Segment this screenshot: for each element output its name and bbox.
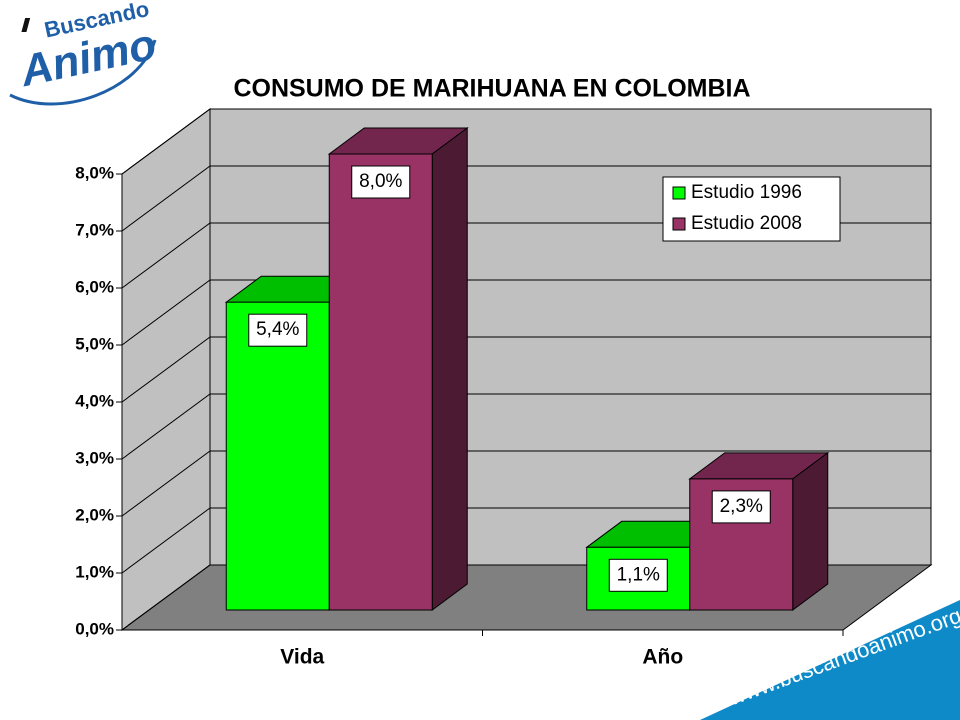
value-label-box bbox=[711, 490, 771, 524]
x-tick-label: Año bbox=[642, 646, 683, 669]
x-tick-label: Vida bbox=[280, 646, 324, 669]
footer-band bbox=[700, 600, 960, 720]
y-tick-label: 4,0% bbox=[75, 391, 114, 410]
logo-mark bbox=[21, 18, 31, 32]
legend-swatch bbox=[672, 217, 686, 231]
logo-swoosh bbox=[9, 39, 157, 106]
grid-line bbox=[121, 393, 931, 460]
grid-line bbox=[121, 336, 931, 403]
y-tick-label: 1,0% bbox=[75, 562, 114, 581]
y-tick-label: 2,0% bbox=[75, 505, 114, 524]
legend-box bbox=[662, 176, 841, 242]
y-tick-label: 5,0% bbox=[75, 334, 114, 353]
value-label-box bbox=[248, 313, 308, 347]
bar-side bbox=[792, 451, 829, 611]
value-label: 2,3% bbox=[720, 496, 763, 517]
grid-line bbox=[121, 165, 931, 232]
value-label: 1,1% bbox=[617, 564, 660, 585]
legend-swatch bbox=[672, 186, 686, 200]
grid-line bbox=[121, 450, 931, 517]
value-label-box bbox=[351, 165, 411, 199]
legend-label: Estudio 2008 bbox=[691, 213, 802, 234]
value-label: 5,4% bbox=[256, 319, 299, 340]
y-tick-label: 7,0% bbox=[75, 220, 114, 239]
grid-line bbox=[121, 279, 931, 346]
bar bbox=[225, 301, 330, 611]
bar bbox=[328, 153, 433, 611]
y-tick-label: 0,0% bbox=[75, 619, 114, 638]
value-label-box bbox=[608, 558, 668, 592]
y-tick-label: 3,0% bbox=[75, 448, 114, 467]
grid-line bbox=[121, 108, 931, 175]
bar-side bbox=[431, 127, 468, 611]
legend-label: Estudio 1996 bbox=[691, 182, 802, 203]
value-label: 8,0% bbox=[359, 171, 402, 192]
y-tick-label: 6,0% bbox=[75, 277, 114, 296]
chart-title: CONSUMO DE MARIHUANA EN COLOMBIA bbox=[233, 75, 750, 103]
y-tick-label: 8,0% bbox=[75, 163, 114, 182]
